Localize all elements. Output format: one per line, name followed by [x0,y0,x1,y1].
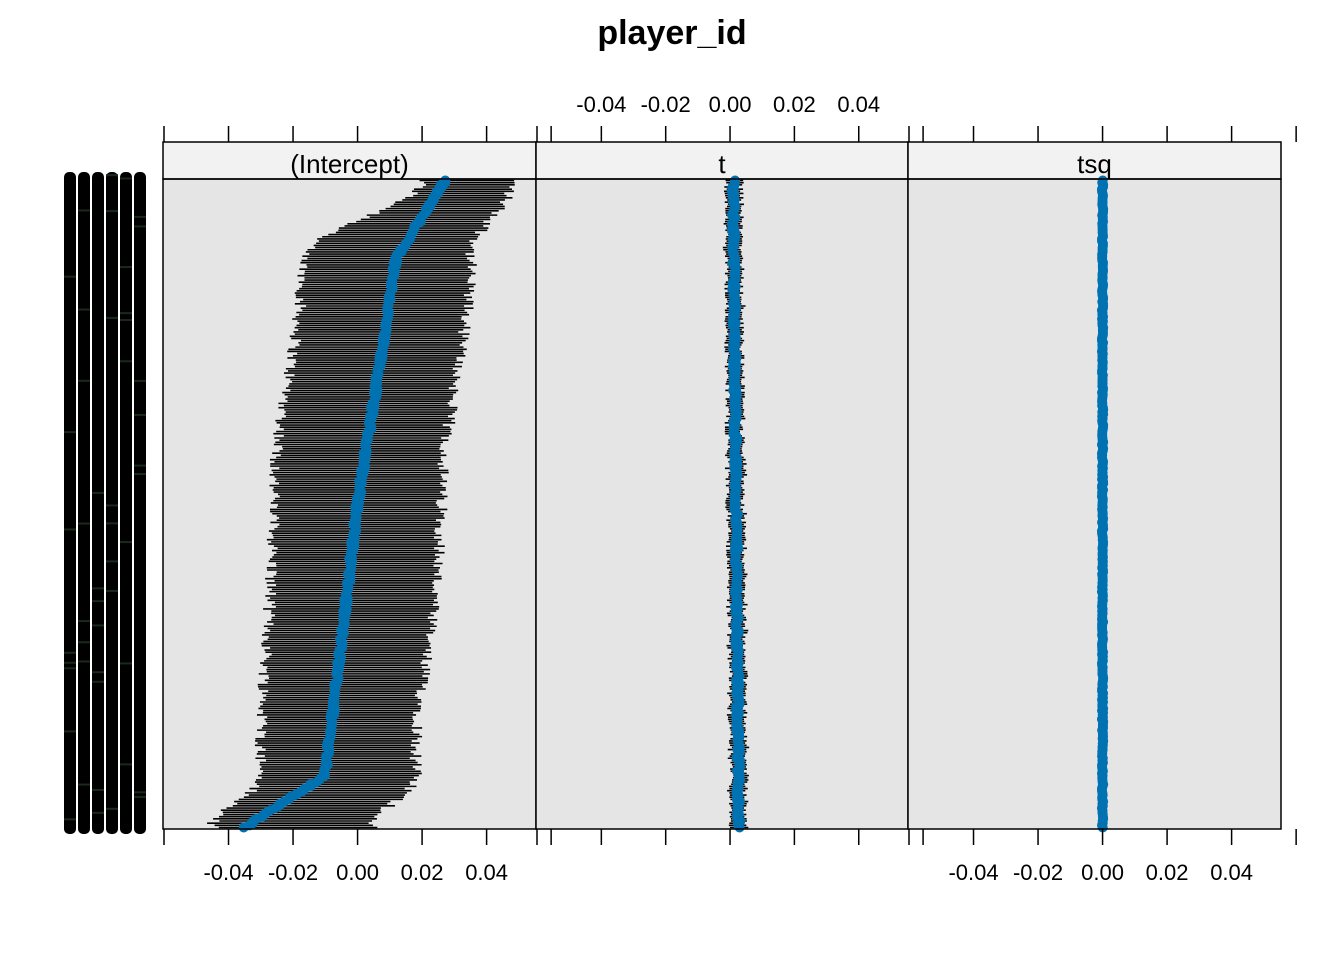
top-tick-label: 0.00 [709,92,752,117]
y-level-label-glyph [106,522,118,525]
y-level-label-glyph [106,210,118,213]
estimate-point [238,822,249,833]
y-level-label-glyph [64,818,76,821]
y-level-labels-column [106,172,118,834]
y-level-label-glyph [78,783,90,786]
top-tick-label: 0.02 [773,92,816,117]
y-level-label-glyph [64,661,76,664]
y-axis-labels [64,172,146,834]
estimate-point [1097,822,1108,833]
y-level-label-glyph [64,528,76,531]
strip-background [535,141,909,180]
y-level-label-glyph [64,667,76,670]
y-level-label-glyph [92,671,104,674]
y-level-label-glyph [78,620,90,623]
y-level-label-glyph [92,624,104,627]
y-level-label-glyph [106,174,118,177]
y-level-label-glyph [106,589,118,592]
bottom-tick-label: 0.02 [1146,860,1189,885]
bottom-tick-label: -0.02 [1013,860,1063,885]
y-level-label-glyph [92,587,104,590]
y-level-labels-column [120,172,132,834]
y-level-label-glyph [120,662,132,665]
y-level-label-glyph [64,651,76,654]
bottom-tick-label: 0.04 [1210,860,1253,885]
y-level-label-glyph [120,177,132,180]
y-level-labels-column [134,172,146,834]
y-level-label-glyph [106,807,118,810]
panels-group: (Intercept) t tsq [162,141,1282,833]
y-level-label-glyph [120,541,132,544]
top-tick-label: -0.02 [641,92,691,117]
y-level-label-glyph [78,308,90,311]
y-level-labels-column [92,172,104,834]
y-level-label-glyph [134,472,146,475]
strip-label: t [718,149,726,179]
y-level-label-glyph [134,379,146,382]
y-level-label-glyph [106,504,118,507]
axes: -0.04 -0.02 0.00 0.02 0.04 -0.04 -0.02 0.00 0.02… [163,92,1297,885]
y-level-label-glyph [78,379,90,382]
y-level-labels-column [78,172,90,834]
panel-3: tsq [907,141,1282,833]
panel-1: (Intercept) [162,141,537,833]
y-level-label-glyph [78,660,90,663]
bottom-tick-label: 0.02 [401,860,444,885]
y-level-label-glyph [92,788,104,791]
y-level-label-glyph [64,431,76,434]
y-level-label-glyph [106,560,118,563]
strip-background [162,141,537,180]
strip-background [907,141,1282,180]
y-level-label-glyph [92,680,104,683]
y-level-label-glyph [64,730,76,733]
strip-label: (Intercept) [290,149,409,179]
strip-label: tsq [1077,149,1112,179]
bottom-tick-label: 0.04 [465,860,508,885]
estimate-point [734,822,745,833]
y-level-label-glyph [134,795,146,798]
y-level-label-glyph [134,413,146,416]
top-tick-label: 0.04 [837,92,880,117]
y-level-label-glyph [92,491,104,494]
panel-background [908,179,1281,829]
y-level-label-glyph [78,522,90,525]
y-level-label-glyph [120,763,132,766]
y-level-label-glyph [78,209,90,212]
estimate-points [1096,175,1109,833]
y-level-label-glyph [134,215,146,218]
y-level-label-glyph [92,600,104,603]
bottom-tick-label: 0.00 [1081,860,1124,885]
y-level-label-glyph [78,641,90,644]
estimate-points [238,175,451,833]
panel-2: t [535,141,909,833]
y-level-label-glyph [92,811,104,814]
y-level-labels-column [64,172,76,834]
y-level-label-glyph [106,316,118,319]
bottom-tick-label: -0.04 [203,860,253,885]
top-tick-label: -0.04 [576,92,626,117]
y-level-label-glyph [120,360,132,363]
bottom-tick-label: 0.00 [336,860,379,885]
chart-title: player_id [597,14,746,52]
panel-background [536,179,908,829]
y-level-label-glyph [134,464,146,467]
estimate-points [726,175,746,833]
y-level-label-glyph [134,791,146,794]
y-level-label-glyph [120,266,132,269]
panel-border [907,178,1282,830]
bottom-tick-label: -0.02 [268,860,318,885]
y-level-label-glyph [120,312,132,315]
panel-background [163,179,536,829]
y-level-label-glyph [120,319,132,322]
y-level-label-glyph [134,225,146,228]
bottom-tick-label: -0.04 [948,860,998,885]
y-level-label-glyph [64,275,76,278]
